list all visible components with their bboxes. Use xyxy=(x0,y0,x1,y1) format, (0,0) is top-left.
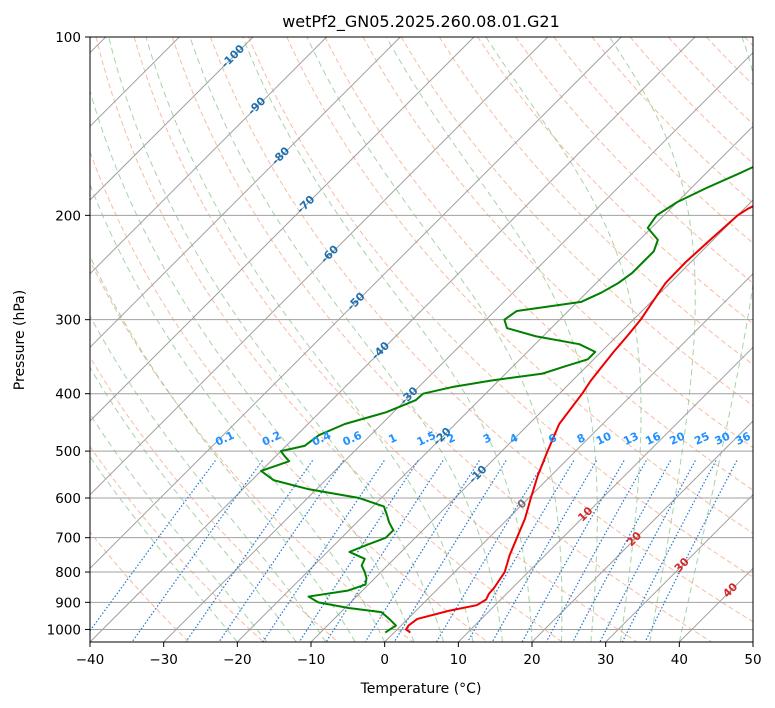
dry-adiabat xyxy=(90,150,488,642)
x-tick-label: −40 xyxy=(76,652,105,668)
series-layer xyxy=(260,165,753,634)
plot-frame xyxy=(89,36,754,643)
dry-adiabat xyxy=(400,37,753,407)
x-tick-label: 30 xyxy=(597,652,614,668)
x-axis: −40 −30 −20 −10 0 10 20 30 40 50 xyxy=(76,642,762,668)
dewpoint-series-line xyxy=(260,165,753,634)
mixing-ratio-line xyxy=(545,460,647,642)
x-tick-label: −10 xyxy=(297,652,326,668)
isotherm-line xyxy=(90,37,328,275)
mixing-ratio-line xyxy=(131,460,263,642)
background-lines xyxy=(90,37,753,642)
dry-adiabat xyxy=(515,37,753,284)
dry-adiabat xyxy=(553,37,753,244)
dry-adiabat xyxy=(95,37,563,642)
moist-adiabat xyxy=(90,183,386,642)
moist-adiabat xyxy=(189,37,504,642)
mixing-ratio-line xyxy=(599,460,696,642)
y-tick-label: 400 xyxy=(55,387,81,403)
moist-adiabat xyxy=(242,37,533,642)
x-axis-label: Temperature (°C) xyxy=(360,681,482,697)
mixing-ratio-line xyxy=(393,460,507,642)
x-tick-label: −30 xyxy=(149,652,178,668)
dry-adiabat xyxy=(286,37,753,534)
mixing-ratio-line xyxy=(90,460,216,632)
mixing-ratio-line xyxy=(298,460,419,642)
y-tick-label: 300 xyxy=(55,313,81,329)
x-tick-label: 20 xyxy=(523,652,540,668)
dry-adiabat xyxy=(171,37,712,642)
mixing-ratio-line xyxy=(262,460,385,642)
dry-adiabat xyxy=(210,37,753,623)
mixing-ratio-label: 10 xyxy=(594,429,614,447)
isotherm-line xyxy=(90,37,696,642)
moist-adiabat xyxy=(385,37,598,642)
moist-adiabat xyxy=(90,455,238,642)
y-tick-label: 500 xyxy=(55,444,81,460)
y-tick-label: 800 xyxy=(55,565,81,581)
moist-adiabat xyxy=(108,37,445,642)
moist-adiabat xyxy=(145,37,474,642)
isotherm-line xyxy=(90,37,254,201)
isotherm-line xyxy=(457,346,753,642)
mixing-ratio-line xyxy=(435,460,546,642)
dry-adiabat xyxy=(90,445,264,642)
dry-adiabat xyxy=(133,37,638,642)
x-tick-label: −20 xyxy=(223,652,252,668)
x-tick-label: 0 xyxy=(380,652,389,668)
moist-adiabat xyxy=(90,255,356,642)
mixing-ratio-label: 16 xyxy=(643,429,663,447)
isotherm-line xyxy=(384,272,753,642)
mixing-ratio-label: 30 xyxy=(713,429,733,447)
x-tick-label: 40 xyxy=(671,652,688,668)
isotherm-line xyxy=(310,199,753,642)
moist-adiabat xyxy=(90,89,415,642)
y-tick-label: 900 xyxy=(55,595,81,611)
dry-adiabat xyxy=(90,356,339,642)
mixing-ratio-line xyxy=(325,460,444,642)
dry-adiabat xyxy=(248,37,753,578)
dry-adiabat xyxy=(439,37,753,366)
moist-adiabat xyxy=(609,37,696,642)
dry-adiabat xyxy=(90,259,414,642)
temperature-series-line xyxy=(405,205,753,634)
mixing-ratio-line xyxy=(644,460,738,642)
x-tick-label: 10 xyxy=(450,652,467,668)
isotherm-line xyxy=(163,51,753,642)
y-tick-label: 1000 xyxy=(47,622,81,638)
mixing-ratio-line xyxy=(621,460,717,642)
mixing-ratio-label: 25 xyxy=(692,430,711,448)
isotherm-line xyxy=(236,125,753,642)
y-tick-label: 200 xyxy=(55,208,81,224)
moist-adiabat xyxy=(678,37,753,642)
y-tick-label: 700 xyxy=(55,531,81,547)
y-axis: 100 200 300 400 500 600 700 800 900 1000 xyxy=(47,30,90,638)
isotherm-line xyxy=(531,420,753,642)
mixing-ratio-label: 36 xyxy=(733,429,753,447)
mixing-ratio-line xyxy=(364,460,480,642)
mixing-ratio-label: 13 xyxy=(621,430,640,448)
dry-adiabat xyxy=(629,37,753,165)
mixing-ratio-line xyxy=(572,460,672,642)
moist-adiabat xyxy=(90,413,268,642)
isotherm-line xyxy=(605,493,753,642)
isotherm-line xyxy=(90,37,475,422)
x-tick-label: 50 xyxy=(744,652,761,668)
isotherm-line xyxy=(90,37,401,349)
chart-title: wetPf2_GN05.2025.260.08.01.G21 xyxy=(282,12,560,32)
dry-adiabat xyxy=(324,37,753,491)
mixing-ratio-label: 20 xyxy=(668,429,688,447)
y-tick-label: 100 xyxy=(55,30,81,46)
mixing-ratio-line xyxy=(491,460,598,642)
y-tick-label: 600 xyxy=(55,491,81,507)
mixing-ratio-line xyxy=(466,460,575,642)
y-axis-label: Pressure (hPa) xyxy=(12,290,28,390)
isotherm-line xyxy=(90,37,549,496)
isotherm-line xyxy=(90,37,622,570)
